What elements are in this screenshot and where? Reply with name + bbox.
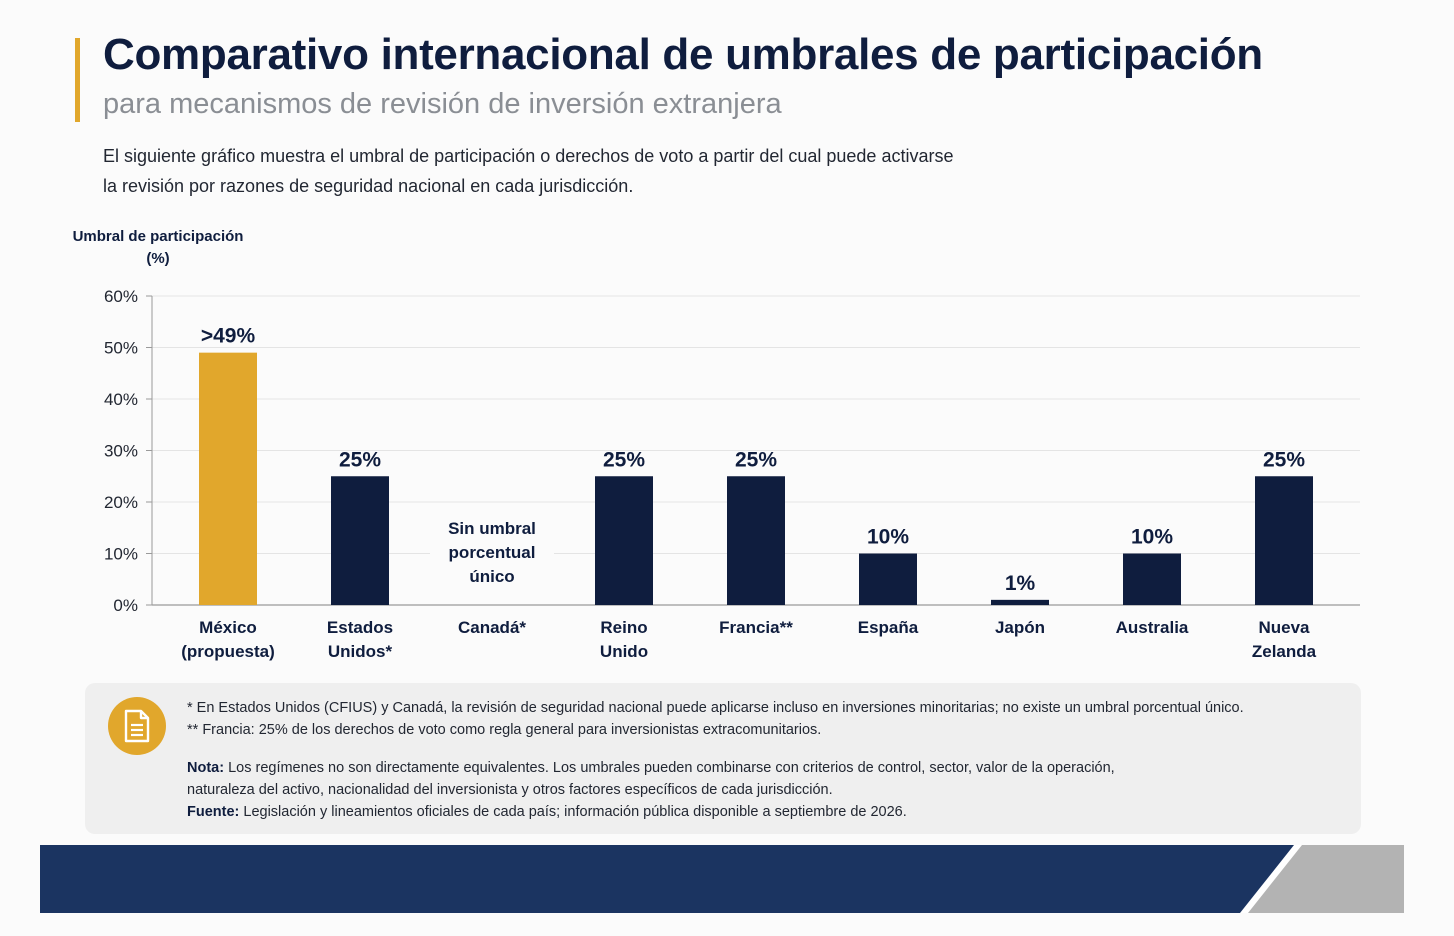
bar — [1255, 476, 1313, 605]
x-category-label: Australia — [1116, 618, 1189, 637]
bar — [859, 553, 917, 605]
notes-text: * En Estados Unidos (CFIUS) y Canadá, la… — [187, 697, 1327, 823]
notes-panel — [85, 683, 1361, 834]
no-threshold-label: Sin umbral — [448, 519, 536, 538]
bar-value-label: 1% — [1005, 572, 1036, 595]
y-tick-label: 60% — [104, 287, 138, 306]
bar — [199, 352, 257, 605]
bar-value-label: 25% — [603, 448, 645, 471]
footer-stripe — [1248, 845, 1404, 913]
footnote-1: * En Estados Unidos (CFIUS) y Canadá, la… — [187, 700, 1244, 716]
y-tick-label: 50% — [104, 339, 138, 358]
y-axis-title-line-1: Umbral de participación — [72, 228, 244, 245]
no-threshold-backdrop — [430, 510, 554, 588]
bar-value-label: 10% — [1131, 526, 1173, 549]
x-category-label: Francia** — [719, 618, 793, 637]
bar-chart: 0% 10% 20% 30% 40% 50% 60% >49% México (propuesta… — [104, 287, 1360, 661]
bar-value-label: >49% — [201, 325, 256, 348]
nota-line-1: Nota: Los regímenes no son directamente … — [187, 757, 1327, 779]
y-tick-label: 30% — [104, 442, 138, 461]
x-category-label: Nueva — [1258, 618, 1310, 637]
fuente-line: Fuente: Legislación y lineamientos ofici… — [187, 801, 1327, 823]
y-axis-title-line-2: (%) — [146, 250, 170, 267]
bar — [595, 476, 653, 605]
footnote-2: ** Francia: 25% de los derechos de voto … — [187, 722, 822, 738]
no-threshold-label: porcentual — [449, 543, 536, 562]
chart-description: El siguiente gráfico muestra el umbral d… — [103, 141, 1063, 201]
y-tick-label: 0% — [113, 596, 138, 615]
y-axis-title: Umbral de participación (%) — [60, 226, 256, 270]
x-category-label: Canadá* — [458, 618, 526, 637]
description-line-1: El siguiente gráfico muestra el umbral d… — [103, 146, 954, 166]
x-category-label: España — [858, 618, 919, 637]
x-category-label: Unido — [600, 642, 648, 661]
x-category-label: Reino — [600, 618, 647, 637]
y-tick-label: 20% — [104, 493, 138, 512]
fuente-label: Fuente: — [187, 804, 240, 820]
x-category-label: México — [199, 618, 257, 637]
x-category-label: Estados — [327, 618, 393, 637]
bar — [991, 599, 1049, 605]
page-title: Comparativo internacional de umbrales de… — [103, 30, 1263, 79]
footer-band — [40, 845, 1404, 913]
nota-line-2: naturaleza del activo, nacionalidad del … — [187, 782, 833, 798]
bar-value-label: 25% — [339, 448, 381, 471]
bar — [1123, 553, 1181, 605]
nota-text-1: Los regímenes no son directamente equiva… — [224, 760, 1115, 776]
bar — [331, 476, 389, 605]
title-accent-bar — [75, 38, 80, 122]
x-category-label: Japón — [995, 618, 1045, 637]
nota-label: Nota: — [187, 760, 225, 776]
bar — [727, 476, 785, 605]
document-icon — [108, 697, 166, 755]
x-category-label: (propuesta) — [181, 642, 275, 661]
fuente-text: Legislación y lineamientos oficiales de … — [239, 804, 907, 820]
footer-band-fill — [40, 845, 1404, 913]
y-tick-label: 10% — [104, 545, 138, 564]
no-threshold-label: único — [469, 567, 514, 586]
bar-value-label: 10% — [867, 526, 909, 549]
x-category-label: Zelanda — [1252, 642, 1317, 661]
page-subtitle: para mecanismos de revisión de inversión… — [103, 88, 782, 120]
y-tick-label: 40% — [104, 390, 138, 409]
bar-value-label: 25% — [735, 448, 777, 471]
bar-value-label: 25% — [1263, 448, 1305, 471]
description-line-2: la revisión por razones de seguridad nac… — [103, 176, 634, 196]
x-category-label: Unidos* — [328, 642, 393, 661]
